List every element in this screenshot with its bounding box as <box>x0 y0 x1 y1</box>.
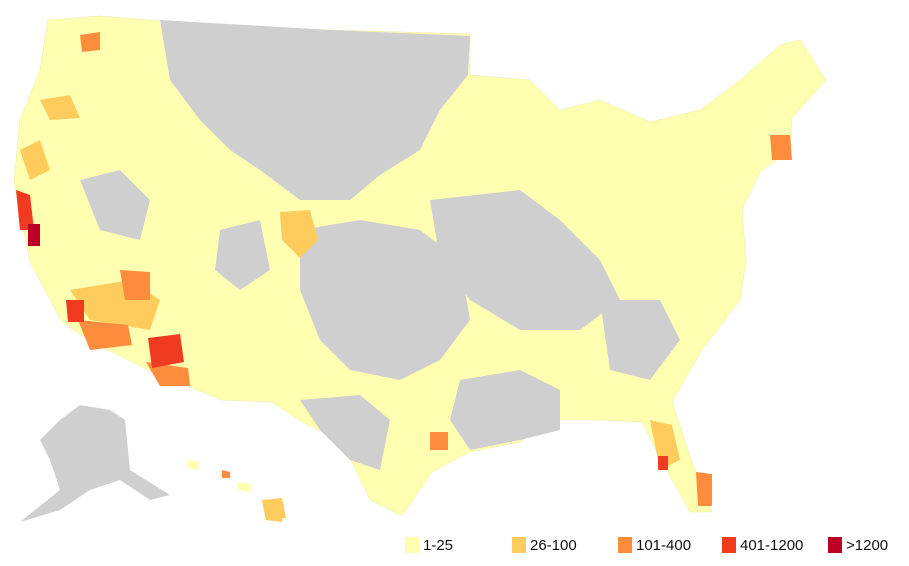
hawaii-island <box>222 470 230 478</box>
area-1200-plus <box>28 224 40 246</box>
legend-swatch <box>618 537 632 553</box>
legend-label: >1200 <box>846 537 888 554</box>
area-101-400 <box>78 320 132 350</box>
legend: 1-25 26-100 101-400 401-1200 >1200 <box>405 537 888 554</box>
area-26-100 <box>280 210 318 258</box>
hawaii-island <box>188 460 200 470</box>
area-401-1200 <box>66 300 84 322</box>
no-data-area <box>80 170 150 240</box>
area-101-400 <box>120 270 150 300</box>
legend-label: 101-400 <box>636 537 691 554</box>
area-101-400 <box>696 472 712 506</box>
no-data-areas <box>80 20 680 470</box>
no-data-area <box>600 300 680 380</box>
no-data-area <box>160 20 470 200</box>
legend-swatch <box>722 537 736 553</box>
no-data-area <box>215 220 270 290</box>
area-101-400 <box>80 32 100 52</box>
area-101-400 <box>770 135 792 160</box>
area-401-1200 <box>16 190 34 230</box>
area-26-100 <box>650 420 680 470</box>
legend-label: 401-1200 <box>740 537 803 554</box>
map-layer <box>13 15 827 522</box>
no-data-area <box>300 395 390 470</box>
area-401-1200 <box>658 456 668 470</box>
no-data-area <box>300 220 470 380</box>
area-101-400 <box>146 362 190 386</box>
area-26-100 <box>40 95 80 120</box>
hawaii-island <box>238 482 252 492</box>
legend-swatch <box>512 537 526 553</box>
legend-swatch <box>828 537 842 553</box>
legend-label: 26-100 <box>530 537 577 554</box>
area-26-100 <box>20 140 50 180</box>
no-data-area <box>450 370 560 450</box>
no-data-area <box>430 190 620 330</box>
legend-label: 1-25 <box>423 537 453 554</box>
hawaii <box>188 460 284 522</box>
alaska <box>20 405 170 522</box>
area-101-400 <box>430 432 448 450</box>
hawaii-island <box>262 500 284 522</box>
area-401-1200 <box>148 334 184 368</box>
legend-swatch <box>405 537 419 553</box>
